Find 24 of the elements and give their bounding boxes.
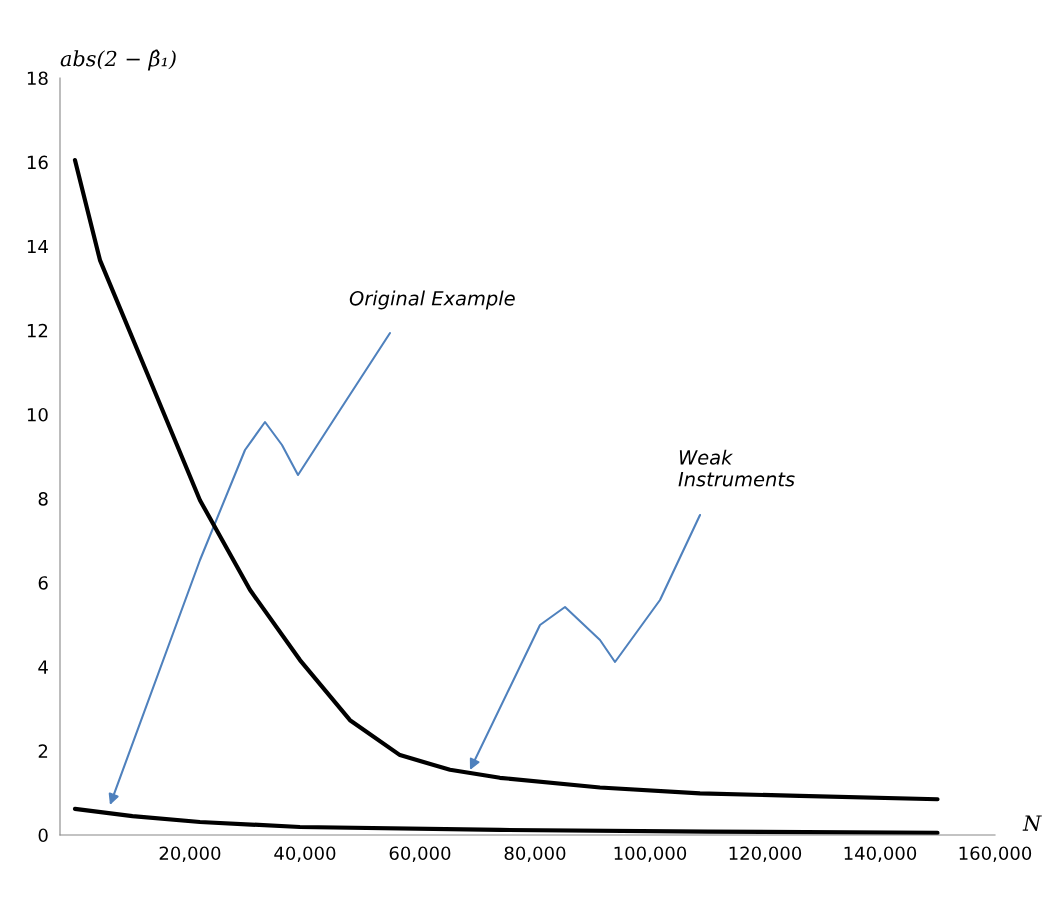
y-tick-label: 18 <box>27 71 48 86</box>
x-tick-label: 60,000 <box>389 846 451 862</box>
y-tick-label: 2 <box>38 744 48 758</box>
y-axis-title: abs(2 − β̂₁) <box>60 49 176 71</box>
y-tick-label: 12 <box>27 323 48 338</box>
x-axis-title: N <box>1022 815 1042 831</box>
x-tick-label: 80,000 <box>504 846 566 862</box>
y-tick-label: 16 <box>27 155 48 170</box>
y-tick-label: 10 <box>27 407 48 422</box>
x-tick-label: 140,000 <box>844 846 917 862</box>
x-tick-label: 120,000 <box>729 846 802 862</box>
y-tick-label: 14 <box>27 239 48 254</box>
y-tick-label: 8 <box>38 492 48 506</box>
x-tick-label: 20,000 <box>159 846 221 862</box>
line-series <box>72 157 940 802</box>
y-tick-label: 6 <box>38 576 48 590</box>
annotation: Weak Instruments <box>678 449 795 487</box>
line-series <box>72 806 940 835</box>
y-tick-label: 4 <box>38 660 48 674</box>
y-tick-label: 0 <box>38 828 48 843</box>
x-tick-label: 160,000 <box>959 846 1032 862</box>
annotation: Original Example <box>349 290 515 310</box>
x-tick-label: 40,000 <box>274 846 336 862</box>
x-tick-label: 100,000 <box>614 846 687 862</box>
